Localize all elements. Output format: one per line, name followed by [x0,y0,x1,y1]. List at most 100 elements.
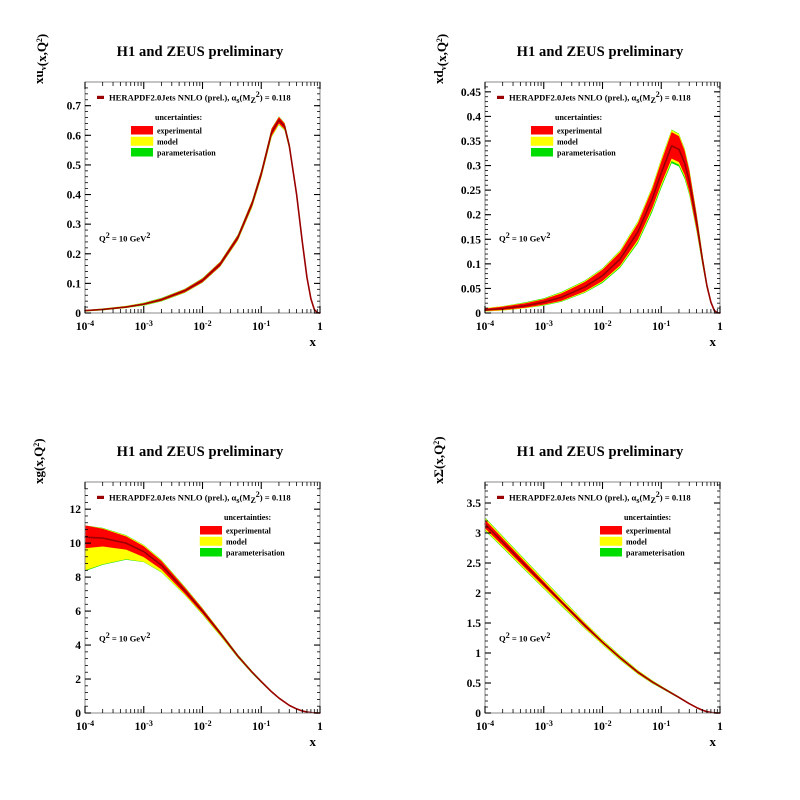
panel-title: H1 and ZEUS preliminary [116,444,284,460]
x-axis-title: x [310,734,317,749]
q2-annotation: Q2 = 10 GeV2 [499,231,550,244]
x-axis-title: x [710,334,717,349]
y-tick-label: 0 [75,308,81,320]
y-tick-label: 0.6 [67,130,82,142]
plot-panel-xg: H1 and ZEUS preliminary 0 2 4 6 8 10 12 10-4 10-3… [0,400,400,800]
legend-swatch-model [599,536,623,546]
panel-title: H1 and ZEUS preliminary [516,444,684,460]
plot-panel-xdv: H1 and ZEUS preliminary 0 0.05 0.1 0.15 0.2 0.… [400,0,800,400]
y-tick-label: 0.2 [67,249,82,261]
y-tick-label: 0 [75,708,81,720]
legend-item-label: experimental [157,127,203,136]
y-tick-label: 0 [475,708,481,720]
legend-swatch-parameterisation [131,148,153,157]
legend-item-label: parameterisation [226,549,285,558]
y-tick-label: 3 [475,528,481,540]
legend-item-label: experimental [626,527,672,536]
y-tick-label: 8 [75,572,81,584]
y-tick-label: 0.05 [461,283,481,295]
y-tick-label: 0.2 [467,210,482,222]
x-tick-label: 10-1 [652,319,670,333]
y-tick-label: 0.5 [67,160,82,172]
y-tick-label: 0 [475,308,481,320]
legend-uncertainties-header: uncertainties: [155,113,202,122]
y-tick-label: 0.1 [467,259,482,271]
y-tick-label: 0.4 [67,190,82,202]
x-tick-label: 10-1 [252,319,270,333]
panel-title: H1 and ZEUS preliminary [116,44,284,60]
y-tick-label: 2 [475,588,481,600]
central-value-curve [84,536,321,714]
legend-item-label: experimental [557,127,603,136]
legend-swatch-model [199,536,223,546]
x-tick-label: 1 [717,721,723,733]
y-tick-label: 3.5 [467,498,482,510]
legend-item-label: model [626,538,648,547]
y-tick-label: 4 [75,640,81,652]
legend-main-entry: HERAPDF2.0Jets NNLO (prel.), αs(MZ2) = 0… [109,490,291,505]
central-value-curve [484,523,721,714]
legend-swatch-parameterisation [600,548,622,557]
legend-item-label: experimental [226,527,272,536]
uncertainty-band [485,132,720,313]
legend-item-label: parameterisation [626,549,685,558]
y-tick-label: 6 [75,606,81,618]
x-tick-label: 1 [717,321,723,333]
x-axis-title: x [310,334,317,349]
y-axis-title: xg(x,Q2) [31,438,46,484]
panel-title: H1 and ZEUS preliminary [516,44,684,60]
plot-canvas-xsigma: 00.511.522.533.510-4 10-3 10-2 10-1 1xxΣ(x,Q… [431,436,723,749]
x-tick-label: 1 [317,321,323,333]
legend-swatch-experimental [600,526,622,535]
x-tick-label: 10-2 [593,719,611,733]
y-tick-label: 0.5 [467,678,482,690]
legend-swatch-experimental [531,126,553,135]
legend-uncertainties-header: uncertainties: [224,513,271,522]
uncertainty-band [85,525,320,713]
x-tick-label: 10-4 [76,719,94,733]
legend-line-swatch [97,495,104,499]
central-value-curve [84,119,321,314]
y-tick-label: 0.3 [67,219,82,231]
legend-swatch-parameterisation [531,148,553,157]
legend-swatch-parameterisation [200,548,222,557]
x-tick-label: 10-4 [476,319,494,333]
x-tick-label: 10-3 [135,319,153,333]
central-value-curve [484,145,721,314]
plot-panel-xuv: H1 and ZEUS preliminary 0 0.1 0.2 0.3 0.4 0.5 0… [0,0,400,400]
x-tick-label: 10-4 [76,319,94,333]
plot-canvas-xuv: 0 0.1 0.2 0.3 0.4 0.5 0.6 0.7 10-4 10-3 10-2 10-1 1x… [31,34,323,349]
y-tick-label: 1 [475,648,481,660]
y-tick-label: 0.45 [461,87,481,99]
legend-item-label: model [226,538,248,547]
y-tick-label: 2 [75,674,81,686]
q2-annotation: Q2 = 10 GeV2 [99,631,150,644]
y-tick-label: 0.15 [461,234,481,246]
plot-canvas-xg: 0 2 4 6 8 10 12 10-4 10-3 10-2 10-1 1x xg(x,Q2) HERAP… [31,438,323,749]
y-axis-title: xΣ(x,Q2) [431,436,446,484]
y-tick-label: 0.25 [461,185,481,197]
x-tick-label: 10-4 [476,719,494,733]
x-tick-label: 1 [317,721,323,733]
x-tick-label: 10-1 [252,719,270,733]
plot-canvas-xdv: 0 0.05 0.1 0.15 0.2 0.25 0.3 0.35 0.4 0.45 10-4 10-… [431,34,723,349]
q2-annotation: Q2 = 10 GeV2 [99,231,150,244]
legend-main-entry: HERAPDF2.0Jets NNLO (prel.), αs(MZ2) = 0… [509,90,691,105]
legend-uncertainties-header: uncertainties: [624,513,671,522]
y-tick-label: 0.4 [467,111,482,123]
legend-item-label: parameterisation [557,149,616,158]
x-axis-title: x [710,734,717,749]
plot-panel-xsigma: H1 and ZEUS preliminary 0 0.5 1 1.5 2 2.5 3 3.5 1… [400,400,800,800]
x-tick-label: 10-2 [193,719,211,733]
legend-swatch-experimental [200,526,222,535]
x-tick-label: 10-2 [593,319,611,333]
y-tick-label: 0.1 [67,278,82,290]
y-tick-label: 0.7 [67,101,82,113]
y-tick-label: 0.3 [467,161,482,173]
y-tick-label: 12 [70,504,82,516]
y-tick-label: 1.5 [467,618,482,630]
legend-item-label: model [557,138,579,147]
x-tick-label: 10-2 [193,319,211,333]
legend-item-label: model [157,138,179,147]
